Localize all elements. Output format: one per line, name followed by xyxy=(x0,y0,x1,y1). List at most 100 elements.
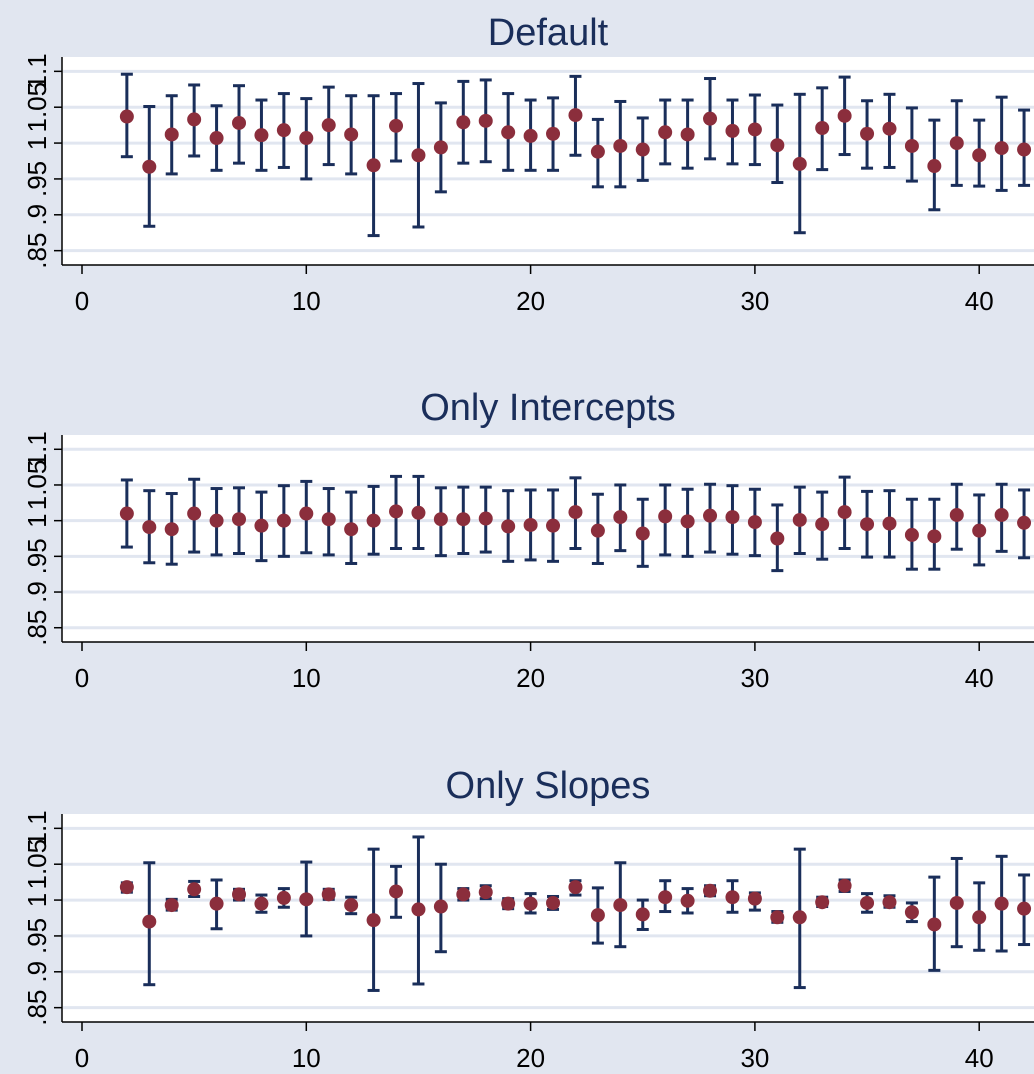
data-point xyxy=(209,131,224,146)
data-point xyxy=(546,895,561,910)
data-point xyxy=(770,910,785,925)
data-point xyxy=(658,509,673,524)
data-point xyxy=(904,905,919,920)
data-point xyxy=(523,128,538,143)
data-point xyxy=(187,882,202,897)
data-point xyxy=(232,512,247,527)
data-point xyxy=(927,159,942,174)
y-tick-label: 1.1 xyxy=(22,431,52,467)
y-tick-label: 1 xyxy=(22,893,52,907)
data-point xyxy=(1017,515,1032,530)
data-point xyxy=(568,880,583,895)
data-point xyxy=(613,138,628,153)
data-point xyxy=(433,512,448,527)
data-point xyxy=(254,518,269,533)
data-point xyxy=(366,913,381,928)
data-point xyxy=(254,128,269,143)
data-point xyxy=(276,890,291,905)
y-tick-label: 1 xyxy=(22,513,52,527)
x-tick-label: 10 xyxy=(292,1043,321,1073)
data-point xyxy=(994,896,1009,911)
data-point xyxy=(927,917,942,932)
data-point xyxy=(478,113,493,128)
y-tick-label: 1.05 xyxy=(22,82,52,133)
data-point xyxy=(501,896,516,911)
data-point xyxy=(725,890,740,905)
data-point xyxy=(411,505,426,520)
data-point xyxy=(411,148,426,163)
data-point xyxy=(837,505,852,520)
x-tick-label: 40 xyxy=(965,1043,994,1073)
data-point xyxy=(389,884,404,899)
panel-2: Only Intercepts .85 .9 .95 1 1.051.1 0 10 20 30 40 xyxy=(22,387,1034,693)
data-point xyxy=(747,891,762,906)
panel-title: Default xyxy=(488,12,609,54)
y-tick-label: 1.1 xyxy=(22,810,52,846)
data-point xyxy=(590,523,605,538)
x-tick-label: 0 xyxy=(75,1043,89,1073)
data-point xyxy=(299,131,314,146)
data-point xyxy=(972,148,987,163)
data-point xyxy=(1017,901,1032,916)
data-point xyxy=(523,896,538,911)
x-tick-label: 10 xyxy=(292,286,321,316)
data-point xyxy=(366,513,381,528)
data-point xyxy=(366,158,381,173)
data-point xyxy=(949,895,964,910)
data-point xyxy=(546,126,561,141)
y-tick-label: 1.05 xyxy=(22,460,52,511)
data-point xyxy=(613,510,628,525)
data-point xyxy=(478,885,493,900)
x-tick-label: 20 xyxy=(516,286,545,316)
data-point xyxy=(321,887,336,902)
panel-title: Only Intercepts xyxy=(420,387,676,429)
data-point xyxy=(815,121,830,136)
data-point xyxy=(209,896,224,911)
data-point xyxy=(703,111,718,126)
data-point xyxy=(860,895,875,910)
data-point xyxy=(119,506,134,521)
y-tick-label: .95 xyxy=(22,161,52,197)
data-point xyxy=(119,880,134,895)
data-point xyxy=(344,898,359,913)
data-point xyxy=(904,138,919,153)
data-point xyxy=(680,893,695,908)
data-point xyxy=(725,510,740,525)
data-point xyxy=(501,125,516,140)
data-point xyxy=(792,910,807,925)
data-point xyxy=(658,890,673,905)
data-point xyxy=(164,127,179,142)
x-tick-label: 20 xyxy=(516,1043,545,1073)
data-point xyxy=(590,144,605,159)
data-point xyxy=(680,127,695,142)
data-point xyxy=(882,121,897,136)
data-point xyxy=(164,898,179,913)
data-point xyxy=(680,514,695,529)
data-point xyxy=(994,507,1009,522)
data-point xyxy=(815,517,830,532)
data-point xyxy=(792,156,807,171)
data-point xyxy=(389,118,404,133)
data-point xyxy=(254,896,269,911)
data-point xyxy=(276,123,291,138)
data-point xyxy=(747,122,762,137)
data-point xyxy=(411,902,426,917)
data-point xyxy=(904,527,919,542)
y-tick-label: .85 xyxy=(22,610,52,646)
data-point xyxy=(635,142,650,157)
data-point xyxy=(837,878,852,893)
plot-area xyxy=(62,814,1034,1022)
plot-area xyxy=(62,57,1034,265)
data-point xyxy=(276,513,291,528)
data-point xyxy=(187,112,202,127)
data-point xyxy=(994,141,1009,156)
y-tick-label: 1.05 xyxy=(22,839,52,890)
data-point xyxy=(119,109,134,124)
data-point xyxy=(142,159,157,174)
y-tick-label: .85 xyxy=(22,990,52,1026)
data-point xyxy=(433,899,448,914)
data-point xyxy=(299,892,314,907)
panel-title: Only Slopes xyxy=(446,765,651,807)
data-point xyxy=(860,126,875,141)
